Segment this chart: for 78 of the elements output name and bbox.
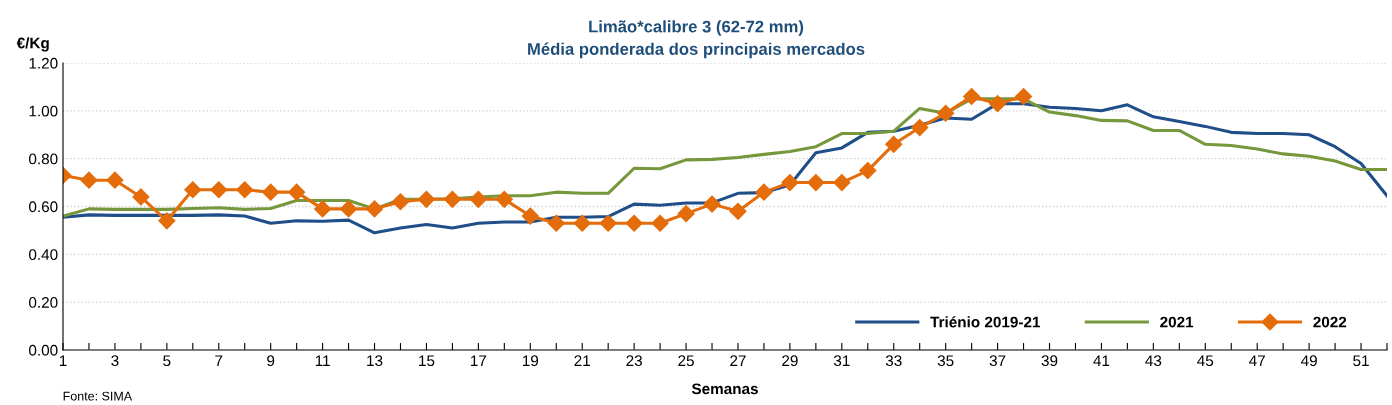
x-tick-label: 17 (471, 355, 487, 366)
point (417, 190, 436, 208)
point (1014, 87, 1033, 106)
x-tick-label: 29 (782, 355, 798, 367)
point (80, 171, 98, 189)
point (755, 183, 773, 201)
x-tick-label: 5 (163, 355, 171, 367)
point (781, 174, 799, 192)
x-tick-label: 11 (315, 355, 330, 366)
point (521, 207, 539, 225)
x-tick-label: 43 (1145, 355, 1162, 367)
point (729, 202, 747, 220)
x-tick-label: 21 (574, 355, 590, 366)
x-tick-label: 51 (1353, 355, 1369, 367)
x-tick-label: 19 (522, 355, 539, 367)
point (703, 195, 721, 213)
point (314, 200, 332, 218)
point (911, 119, 929, 137)
point (469, 190, 487, 208)
x-tick-label: 37 (989, 355, 1006, 367)
x-tick-label: 47 (1249, 355, 1265, 366)
y-tick-label: 0.00 (29, 344, 58, 356)
point (859, 162, 877, 180)
y-tick-label: 1.20 (29, 57, 58, 69)
y-tick-label: 0.40 (29, 249, 58, 261)
legend-label: Triénio 2019-21 (930, 316, 1041, 328)
y-tick-label: 1.00 (29, 105, 58, 117)
x-tick-label: 7 (215, 355, 223, 366)
x-tick-label: 9 (267, 355, 275, 367)
x-tick-label: 39 (1041, 355, 1058, 367)
source-note: Fonte: SIMA (63, 391, 133, 401)
point (340, 200, 358, 218)
x-tick-label: 23 (626, 355, 642, 367)
x-tick-label: 3 (111, 355, 119, 367)
x-tick-label: 15 (419, 355, 435, 367)
point (106, 171, 124, 189)
point (599, 214, 617, 232)
point (573, 214, 591, 232)
x-tick-label: 33 (885, 355, 902, 367)
point (132, 188, 150, 206)
point (391, 193, 410, 211)
point (547, 214, 565, 232)
chart-subtitle: Média ponderada dos principais mercados (528, 42, 865, 59)
point (288, 183, 306, 201)
point (677, 205, 695, 223)
point (989, 95, 1007, 113)
point (443, 190, 461, 208)
point (937, 104, 955, 122)
point (885, 135, 903, 153)
point (365, 200, 384, 218)
x-tick-label: 49 (1300, 355, 1317, 367)
y-axis-title: €/Kg (16, 37, 49, 52)
point (184, 181, 202, 199)
point (651, 214, 669, 232)
point (495, 190, 513, 208)
y-tick-label: 0.80 (29, 153, 58, 165)
x-tick-label: 35 (937, 355, 954, 367)
y-tick-label: 0.20 (29, 297, 58, 308)
point (807, 174, 825, 192)
point (210, 181, 228, 199)
point (625, 214, 643, 232)
x-tick-label: 1 (59, 355, 67, 366)
point (236, 181, 254, 199)
x-tick-label: 25 (678, 355, 694, 367)
x-axis-title: Semanas (691, 383, 758, 395)
x-tick-label: 27 (730, 355, 746, 366)
y-tick-label: 0.60 (29, 201, 58, 213)
point (963, 87, 981, 106)
x-tick-label: 45 (1197, 355, 1214, 367)
x-tick-label: 13 (367, 355, 383, 367)
legend-label: 2021 (1160, 316, 1194, 328)
point (262, 183, 280, 201)
chart-title: Limão*calibre 3 (62-72 mm) (589, 20, 804, 36)
point (833, 174, 851, 192)
x-tick-label: 41 (1093, 355, 1110, 366)
x-tick-label: 31 (833, 355, 850, 367)
point (158, 212, 176, 230)
legend-label: 2022 (1313, 316, 1347, 328)
